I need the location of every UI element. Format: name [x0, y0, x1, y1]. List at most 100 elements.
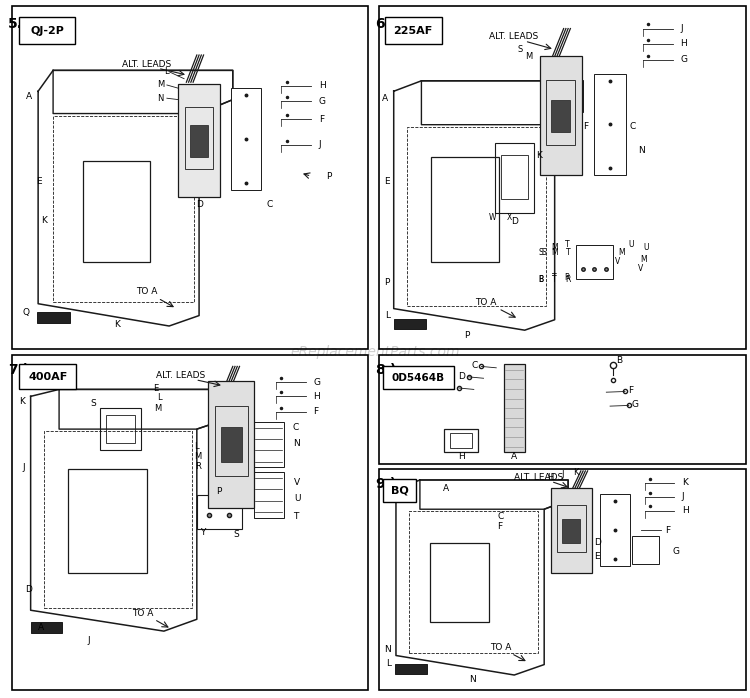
Polygon shape	[395, 664, 427, 674]
Text: R: R	[196, 461, 201, 470]
Polygon shape	[550, 489, 592, 573]
Text: 9.): 9.)	[375, 477, 396, 491]
Text: K: K	[20, 396, 26, 406]
Text: E: E	[594, 552, 600, 561]
Text: H: H	[680, 39, 687, 48]
Text: 0D5464B: 0D5464B	[392, 373, 445, 383]
Text: P: P	[326, 172, 332, 181]
Text: G: G	[314, 378, 320, 387]
Text: C: C	[292, 422, 299, 431]
Text: J: J	[682, 492, 685, 501]
Text: T: T	[292, 512, 298, 521]
Polygon shape	[231, 88, 261, 190]
Text: Q: Q	[22, 309, 29, 318]
Text: N: N	[469, 676, 476, 685]
Polygon shape	[394, 319, 426, 329]
Text: M: M	[525, 52, 532, 61]
Text: H: H	[319, 81, 326, 90]
Text: R: R	[565, 274, 570, 283]
Text: V: V	[614, 258, 620, 267]
Text: TO A: TO A	[475, 298, 496, 307]
Polygon shape	[190, 126, 209, 156]
Text: M: M	[618, 248, 625, 258]
Text: F: F	[665, 526, 670, 535]
Text: M: M	[154, 403, 162, 413]
Polygon shape	[178, 84, 220, 197]
Text: J: J	[88, 636, 90, 645]
Text: E: E	[153, 384, 158, 393]
Text: F: F	[497, 522, 502, 531]
Text: BQ: BQ	[391, 485, 409, 496]
Text: A: A	[26, 92, 32, 101]
Text: M: M	[383, 489, 391, 498]
Text: U: U	[294, 494, 301, 503]
Polygon shape	[220, 427, 242, 462]
Text: eReplacementParts.com: eReplacementParts.com	[290, 346, 460, 359]
Text: M: M	[157, 80, 164, 89]
Text: J: J	[680, 24, 683, 33]
Text: K: K	[574, 468, 579, 477]
Text: A: A	[382, 94, 388, 103]
Text: H: H	[682, 506, 688, 515]
Text: S: S	[518, 45, 524, 54]
Text: Y: Y	[200, 528, 206, 537]
Text: F: F	[583, 121, 588, 131]
Text: V: V	[294, 478, 300, 487]
Text: C: C	[629, 121, 636, 131]
Text: H: H	[458, 452, 464, 461]
Text: A: A	[443, 484, 449, 493]
Text: H: H	[314, 392, 320, 401]
Text: N: N	[638, 146, 645, 155]
Text: M: M	[640, 255, 646, 265]
Text: F: F	[628, 386, 633, 395]
Polygon shape	[37, 312, 70, 323]
Text: L: L	[194, 442, 199, 451]
Text: K: K	[41, 216, 47, 225]
Text: L: L	[385, 311, 390, 320]
Text: J: J	[561, 470, 563, 479]
Text: R: R	[566, 275, 571, 284]
Text: B: B	[616, 357, 622, 365]
FancyBboxPatch shape	[383, 479, 416, 503]
Text: TO A: TO A	[132, 609, 154, 618]
Text: M: M	[551, 244, 558, 253]
Text: G: G	[319, 96, 326, 105]
Text: N: N	[158, 94, 164, 103]
Text: TO A: TO A	[490, 643, 512, 652]
Text: J: J	[319, 140, 322, 149]
Text: W: W	[489, 213, 496, 222]
Text: B: B	[538, 275, 544, 284]
Text: 7.): 7.)	[8, 363, 29, 377]
Text: P: P	[217, 487, 222, 496]
Text: T: T	[566, 248, 571, 258]
Text: S: S	[538, 248, 544, 258]
Text: A: A	[512, 452, 518, 461]
Text: ALT. LEADS: ALT. LEADS	[122, 60, 171, 69]
Text: 225AF: 225AF	[394, 26, 433, 36]
Text: S: S	[234, 530, 239, 539]
Polygon shape	[599, 494, 629, 566]
Text: L: L	[157, 393, 162, 402]
Text: L: L	[164, 67, 169, 76]
FancyBboxPatch shape	[385, 17, 442, 44]
Text: ALT. LEADS: ALT. LEADS	[156, 371, 205, 380]
Text: N: N	[292, 438, 299, 447]
Text: D: D	[26, 585, 32, 594]
Text: 8.): 8.)	[375, 363, 396, 377]
Text: M: M	[194, 452, 201, 461]
FancyBboxPatch shape	[20, 17, 75, 44]
Text: M: M	[551, 248, 558, 258]
Text: H: H	[547, 473, 554, 482]
Text: E: E	[384, 177, 390, 186]
Text: S: S	[541, 248, 546, 258]
Text: P: P	[464, 331, 469, 339]
Text: C: C	[471, 362, 478, 370]
Polygon shape	[551, 100, 570, 132]
Text: E: E	[36, 177, 42, 186]
Text: ALT. LEADS: ALT. LEADS	[514, 473, 562, 482]
Text: T: T	[565, 240, 570, 249]
Text: U: U	[644, 244, 649, 253]
Polygon shape	[208, 381, 254, 508]
Polygon shape	[540, 57, 581, 174]
Text: 5.): 5.)	[8, 17, 29, 31]
